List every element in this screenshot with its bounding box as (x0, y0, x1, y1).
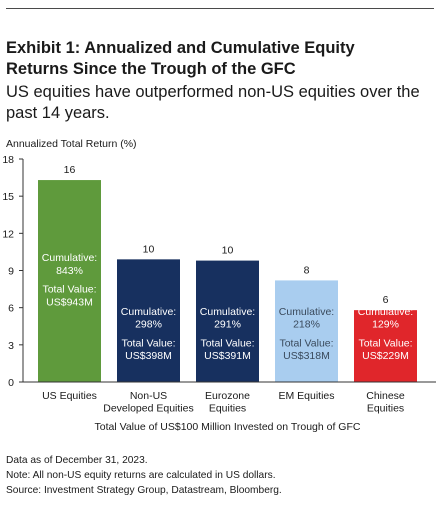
bar-total-value-label: US$229M (362, 350, 409, 362)
x-category-label: Equities (209, 403, 246, 415)
x-category-label: EM Equities (278, 390, 334, 402)
bar-total-value-label: Total Value: (279, 337, 333, 349)
x-axis-label: Total Value of US$100 Million Invested o… (95, 421, 361, 433)
x-category-label: Non-US (130, 390, 167, 402)
chart-subtitle-line-1: US equities have outperformed non-US equ… (6, 83, 420, 101)
bar-total-value-label: US$391M (204, 350, 251, 362)
bar-value-label: 10 (222, 245, 234, 257)
x-category-label: Chinese (366, 390, 405, 402)
bar-total-value-label: Total Value: (42, 284, 96, 296)
bar (38, 180, 101, 382)
chart-title-line-2: Returns Since the Trough of the GFC (6, 60, 296, 78)
chart-subtitle: US equities have outperformed non-US equ… (6, 82, 434, 124)
bar-total-value-label: US$318M (283, 350, 330, 362)
bar-total-value-label: Total Value: (200, 337, 254, 349)
x-category-label: Developed Equities (103, 403, 193, 415)
bar (196, 260, 259, 382)
bar-total-value-label: Total Value: (358, 337, 412, 349)
y-tick-label: 3 (8, 340, 14, 352)
bar-total-value-label: US$943M (46, 296, 93, 308)
bar-cumulative-label: 298% (135, 319, 162, 331)
bar-cumulative-label: Cumulative: (200, 306, 255, 318)
bar-cumulative-label: 843% (56, 265, 83, 277)
y-tick-label: 6 (8, 303, 14, 315)
y-tick-label: 12 (2, 228, 14, 240)
bar-value-label: 8 (304, 264, 310, 276)
bar (354, 310, 417, 382)
y-tick-label: 9 (8, 266, 14, 278)
bar-total-value-label: US$398M (125, 350, 172, 362)
bar-value-label: 6 (383, 294, 389, 306)
bar-value-label: 10 (143, 243, 155, 255)
bar-cumulative-label: Cumulative: (358, 306, 413, 318)
footnote-data-date: Data as of December 31, 2023. (6, 455, 148, 466)
x-category-label: Eurozone (205, 390, 250, 402)
bar-cumulative-label: 129% (372, 319, 399, 331)
bar-cumulative-label: 291% (214, 319, 241, 331)
bar-cumulative-label: 218% (293, 319, 320, 331)
top-rule (6, 8, 434, 9)
y-tick-label: 0 (8, 377, 14, 389)
chart-title: Exhibit 1: Annualized and Cumulative Equ… (6, 38, 434, 80)
footnote-source: Source: Investment Strategy Group, Datas… (6, 485, 282, 496)
x-category-label: US Equities (42, 390, 97, 402)
chart-title-line-1: Exhibit 1: Annualized and Cumulative Equ… (6, 39, 355, 57)
y-tick-label: 18 (2, 154, 14, 166)
bar-total-value-label: Total Value: (121, 337, 175, 349)
bar-cumulative-label: Cumulative: (279, 306, 334, 318)
footnotes: Data as of December 31, 2023. Note: All … (6, 453, 436, 498)
x-category-label: Equities (367, 403, 404, 415)
bar-cumulative-label: Cumulative: (42, 252, 97, 264)
y-tick-label: 15 (2, 191, 14, 203)
bar-cumulative-label: Cumulative: (121, 306, 176, 318)
y-axis-label: Annualized Total Return (%) (6, 138, 137, 150)
bar (275, 280, 338, 382)
bar-value-label: 16 (64, 164, 76, 176)
chart-subtitle-line-2: past 14 years. (6, 104, 110, 122)
footnote-note: Note: All non-US equity returns are calc… (6, 470, 276, 481)
bar (117, 259, 180, 382)
